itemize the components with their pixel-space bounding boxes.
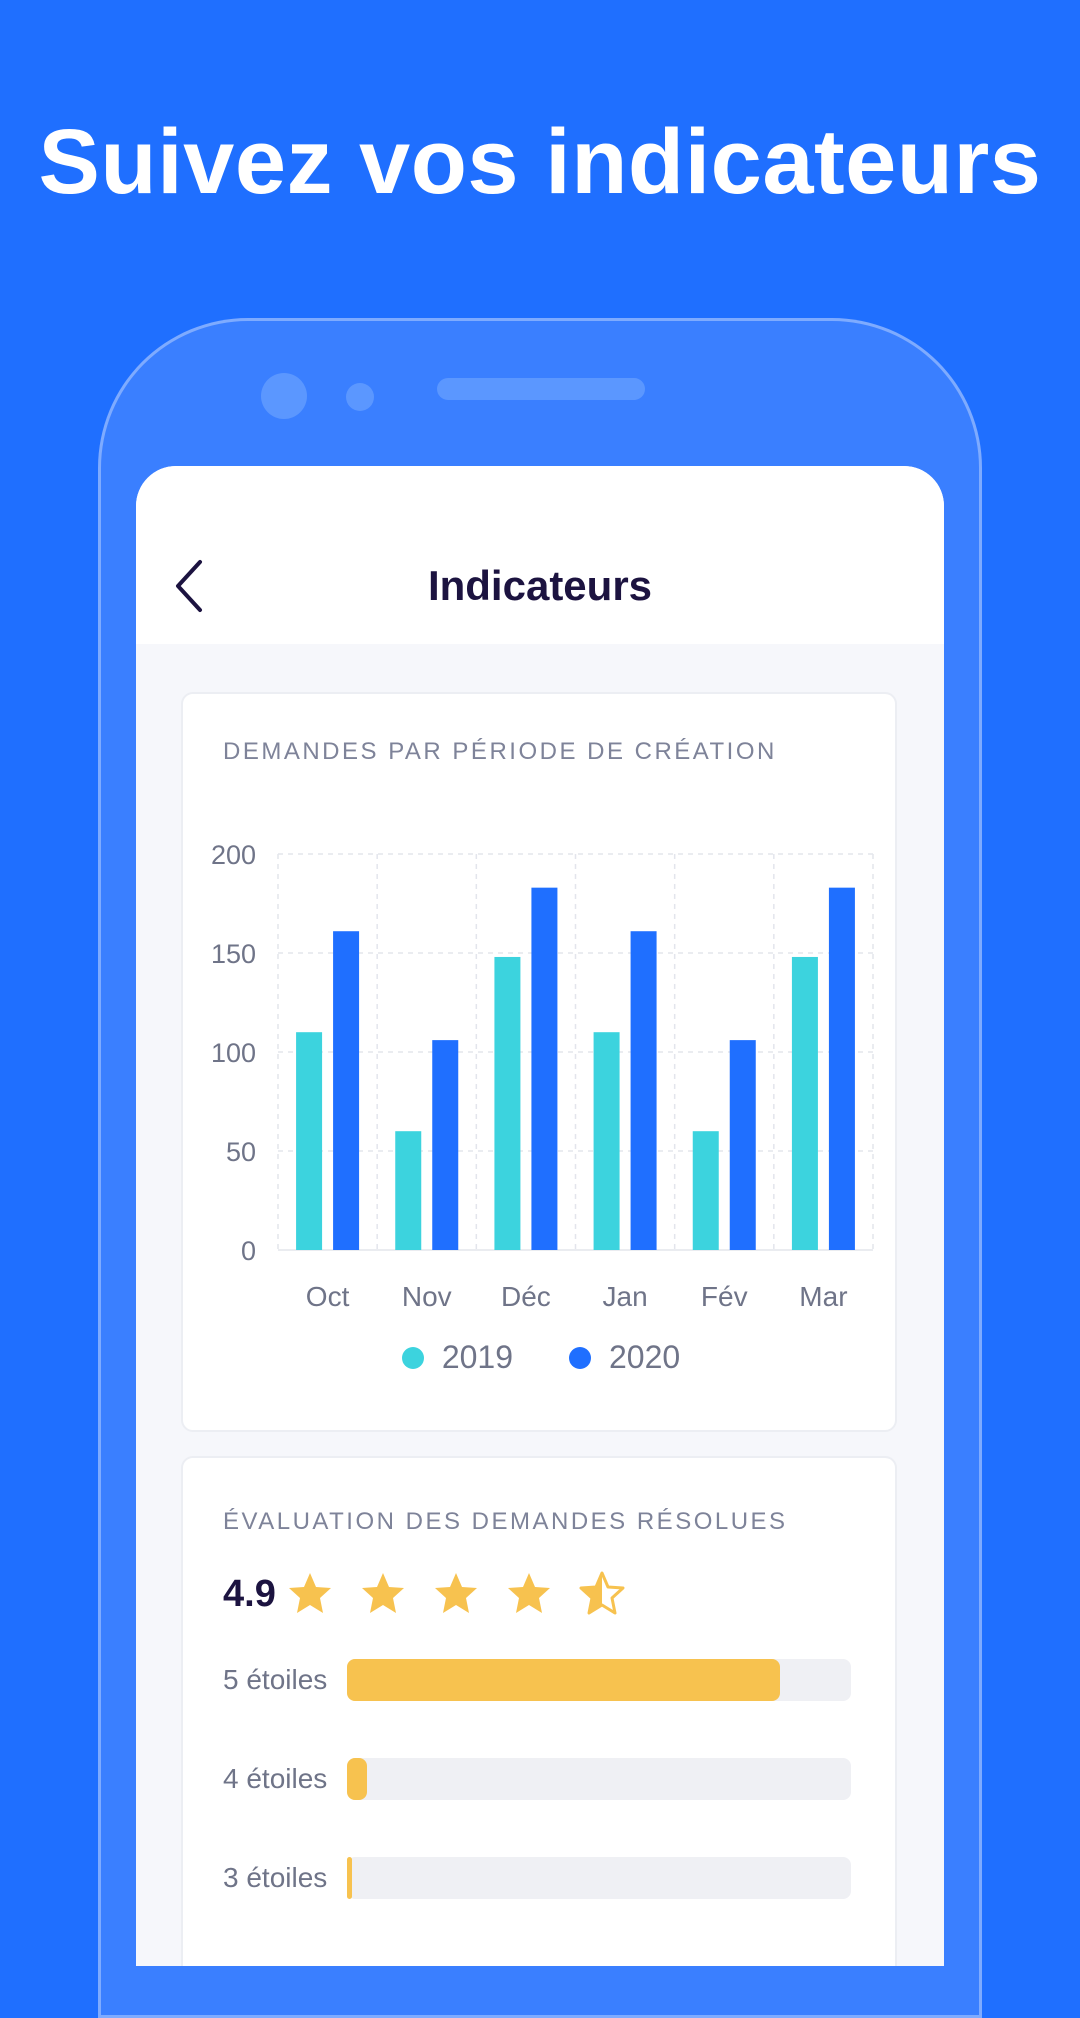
- bar-2020-Jan: [630, 931, 657, 1250]
- chart-legend: 2019 2020: [183, 1339, 899, 1376]
- bar-2020-Oct: [333, 931, 360, 1250]
- distribution-label: 4 étoiles: [223, 1763, 328, 1794]
- x-tick-label: Jan: [603, 1281, 648, 1312]
- distribution-bar: [347, 1758, 368, 1800]
- star-icon: [434, 1573, 477, 1613]
- star-rating: [286, 1570, 651, 1618]
- bar-chart: 0 50 100 150 200 Oct Nov Déc Jan Fév Mar: [211, 840, 874, 1312]
- distribution-track: [347, 1758, 851, 1800]
- x-tick-label: Fév: [701, 1281, 748, 1312]
- bar-2019-Oct: [296, 1032, 323, 1250]
- bar-2020-Mar: [828, 887, 855, 1250]
- distribution-track: [347, 1659, 851, 1701]
- bar-2020-Fév: [729, 1040, 756, 1250]
- speaker-grille: [437, 378, 645, 400]
- y-tick-label: 200: [211, 840, 256, 870]
- distribution-bar: [347, 1857, 353, 1899]
- card-title: DEMANDES PAR PÉRIODE DE CRÉATION: [223, 738, 777, 765]
- distribution-row-3: 3 étoiles: [223, 1856, 863, 1900]
- distribution-row-5: 5 étoiles: [223, 1658, 863, 1702]
- chevron-left-icon[interactable]: [172, 556, 212, 616]
- headline: Suivez vos indicateurs: [38, 111, 1042, 213]
- distribution-row-4: 4 étoiles: [223, 1757, 863, 1801]
- rating-summary: 4.9: [223, 1570, 651, 1618]
- x-tick-label: Déc: [501, 1281, 551, 1312]
- legend-item-2020: 2020: [569, 1339, 680, 1376]
- camera-icon: [261, 373, 307, 419]
- distribution-label: 5 étoiles: [223, 1664, 328, 1695]
- x-tick-label: Nov: [402, 1281, 452, 1312]
- legend-item-2019: 2019: [401, 1339, 513, 1376]
- bar-2019-Mar: [791, 956, 818, 1250]
- bar-2019-Fév: [692, 1131, 719, 1250]
- page-title: Indicateurs: [427, 562, 653, 609]
- star-icon: [507, 1573, 550, 1613]
- y-tick-label: 150: [211, 939, 256, 969]
- bar-2020-Déc: [531, 887, 558, 1250]
- distribution-label: 3 étoiles: [223, 1862, 328, 1893]
- x-tick-label: Mar: [799, 1281, 847, 1312]
- bar-2020-Nov: [432, 1040, 459, 1250]
- app-bar: Indicateurs: [136, 466, 944, 644]
- sensor-icon: [346, 383, 374, 411]
- y-tick-label: 0: [241, 1236, 256, 1266]
- requests-chart-card: DEMANDES PAR PÉRIODE DE CRÉATION 0 50 100 1…: [181, 692, 897, 1432]
- legend-dot-2020: [569, 1346, 591, 1369]
- rating-value: 4.9: [223, 1572, 276, 1615]
- card-title: ÉVALUATION DES DEMANDES RÉSOLUES: [223, 1508, 788, 1535]
- half-star-icon: [579, 1571, 625, 1615]
- bar-2019-Jan: [593, 1032, 620, 1250]
- legend-dot-2019: [401, 1346, 424, 1369]
- star-icon: [361, 1573, 404, 1613]
- bar-2019-Déc: [494, 956, 521, 1250]
- bar-2019-Nov: [395, 1131, 422, 1250]
- legend-label-2019: 2019: [441, 1339, 513, 1375]
- app-screen: Indicateurs DEMANDES PAR PÉRIODE DE CRÉA…: [136, 466, 944, 1966]
- distribution-bar: [347, 1659, 781, 1701]
- distribution-track: [347, 1857, 851, 1899]
- y-tick-label: 50: [226, 1137, 256, 1167]
- rating-card: ÉVALUATION DES DEMANDES RÉSOLUES 4.9: [181, 1456, 897, 1966]
- x-tick-label: Oct: [306, 1281, 350, 1312]
- star-icon: [288, 1573, 331, 1613]
- y-tick-label: 100: [211, 1038, 256, 1068]
- legend-label-2020: 2020: [609, 1339, 681, 1375]
